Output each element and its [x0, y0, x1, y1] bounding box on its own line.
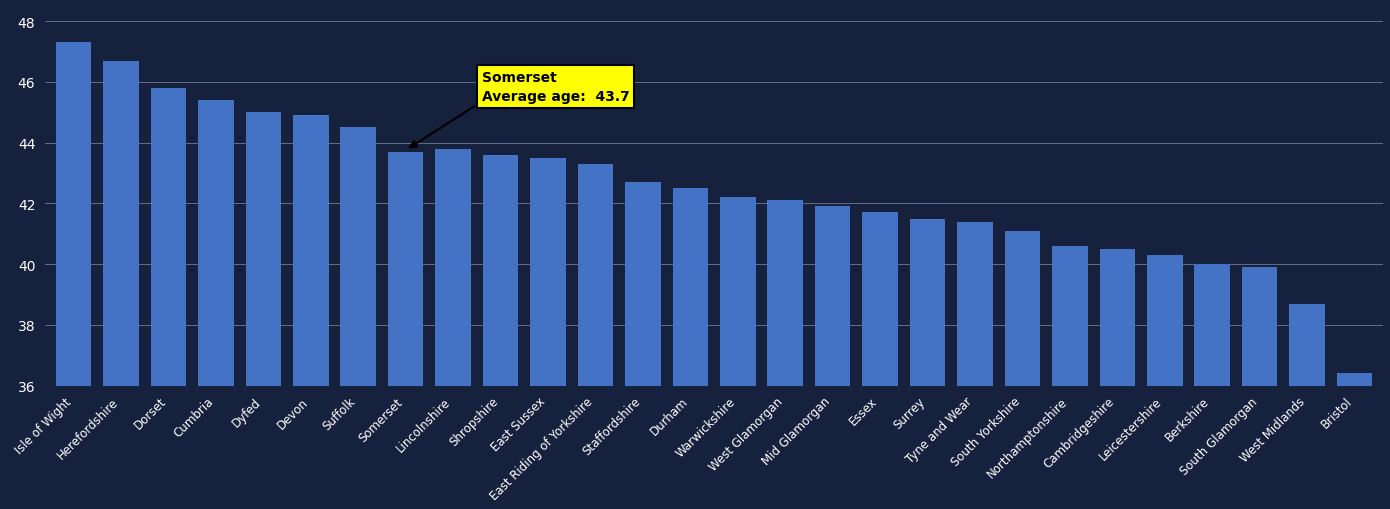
Bar	[1337, 374, 1372, 386]
Bar	[958, 222, 992, 386]
Bar	[1147, 256, 1183, 386]
Bar	[767, 201, 803, 386]
Bar	[482, 155, 518, 386]
Bar	[293, 116, 328, 386]
Bar	[1290, 304, 1325, 386]
Bar	[1194, 265, 1230, 386]
Bar	[56, 43, 92, 386]
Bar	[1005, 231, 1040, 386]
Bar	[388, 152, 424, 386]
Bar	[1052, 246, 1088, 386]
Bar	[341, 128, 377, 386]
Bar	[1241, 268, 1277, 386]
Bar	[435, 149, 471, 386]
Bar	[246, 113, 281, 386]
Bar	[720, 198, 756, 386]
Bar	[150, 89, 186, 386]
Bar	[862, 213, 898, 386]
Bar	[1099, 249, 1136, 386]
Bar	[673, 189, 708, 386]
Bar	[815, 207, 851, 386]
Bar	[103, 62, 139, 386]
Bar	[199, 101, 234, 386]
Bar	[910, 219, 945, 386]
Bar	[578, 164, 613, 386]
Text: Somerset
Average age:  43.7: Somerset Average age: 43.7	[481, 70, 630, 104]
Bar	[626, 183, 660, 386]
Bar	[530, 158, 566, 386]
